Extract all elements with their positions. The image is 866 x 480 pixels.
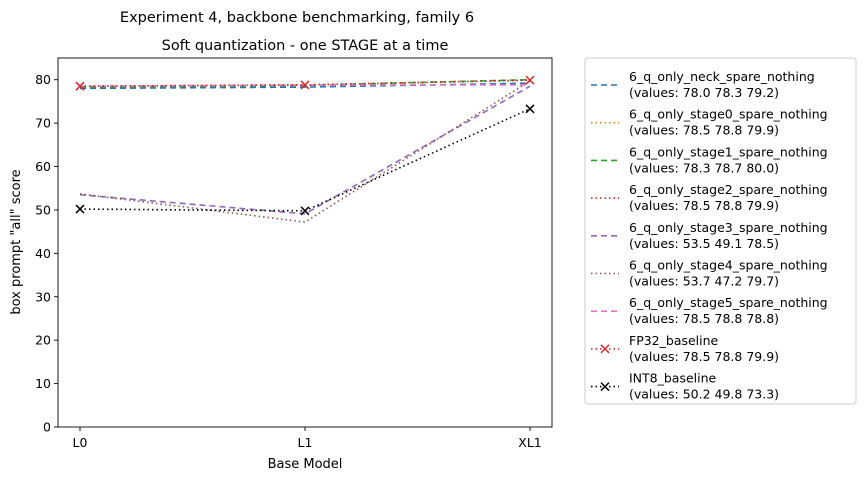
legend-values: (values: 78.5 78.8 79.9)	[629, 349, 779, 364]
x-tick-label: XL1	[518, 435, 541, 450]
legend-values: (values: 78.0 78.3 79.2)	[629, 85, 779, 100]
legend-values: (values: 78.5 78.8 79.9)	[629, 198, 779, 213]
legend-label: 6_q_only_stage4_spare_nothing	[629, 258, 828, 273]
data-point	[525, 104, 535, 114]
legend-values: (values: 78.5 78.8 78.8)	[629, 311, 779, 326]
data-point	[300, 206, 310, 216]
legend-values: (values: 53.7 47.2 79.7)	[629, 274, 779, 289]
y-tick-label: 10	[35, 376, 51, 391]
data-point-stroke	[300, 80, 310, 90]
plot-frame	[57, 57, 553, 428]
data-point	[75, 204, 85, 214]
y-tick-label: 60	[35, 159, 51, 174]
legend-marker-stroke	[600, 344, 610, 354]
y-tick-label: 20	[35, 333, 51, 348]
legend-values: (values: 78.5 78.8 79.9)	[629, 123, 779, 138]
series-line	[79, 80, 531, 223]
plot-area: 0 10 20 30 40 50 60 70 80 L0 L1 XL1	[35, 72, 542, 450]
legend-marker	[600, 382, 610, 392]
x-axis-label: Base Model	[268, 457, 343, 472]
legend-label: 6_q_only_stage1_spare_nothing	[629, 144, 828, 159]
legend-label: 6_q_only_stage3_spare_nothing	[629, 220, 828, 235]
x-tick-label: L0	[73, 435, 88, 450]
y-axis-label: box prompt "all" score	[9, 169, 24, 314]
legend-label: INT8_baseline	[629, 371, 717, 386]
chart-title: Soft quantization - one STAGE at a time	[162, 38, 449, 54]
y-tick-label: 80	[35, 72, 51, 87]
data-point	[75, 81, 85, 91]
legend-label: 6_q_only_stage0_spare_nothing	[629, 107, 828, 122]
data-point-stroke	[525, 75, 535, 85]
y-tick-label: 30	[35, 289, 51, 304]
data-point	[525, 75, 535, 85]
series-line	[79, 85, 531, 215]
data-point-stroke	[525, 104, 535, 114]
legend-values: (values: 50.2 49.8 73.3)	[629, 387, 779, 402]
legend-values: (values: 78.3 78.7 80.0)	[629, 160, 779, 175]
legend-label: 6_q_only_neck_spare_nothing	[629, 69, 815, 84]
y-tick-label: 50	[35, 202, 51, 217]
legend-values: (values: 53.5 49.1 78.5)	[629, 236, 779, 251]
data-point	[300, 80, 310, 90]
legend: 6_q_only_neck_spare_nothing(values: 78.0…	[584, 57, 857, 405]
chart-suptitle: Experiment 4, backbone benchmarking, fam…	[120, 10, 474, 26]
y-tick-label: 70	[35, 116, 51, 131]
data-point-stroke	[75, 81, 85, 91]
legend-label: 6_q_only_stage2_spare_nothing	[629, 182, 828, 197]
legend-marker-stroke	[600, 382, 610, 392]
y-tick-label: 40	[35, 246, 51, 261]
legend-frame	[584, 57, 857, 405]
legend-label: 6_q_only_stage5_spare_nothing	[629, 295, 828, 310]
x-tick-label: L1	[298, 435, 313, 450]
legend-marker	[600, 344, 610, 354]
data-point-stroke	[75, 204, 85, 214]
series-line	[79, 108, 531, 212]
data-point-stroke	[300, 206, 310, 216]
legend-label: FP32_baseline	[629, 333, 719, 348]
y-tick-label: 0	[43, 420, 51, 435]
